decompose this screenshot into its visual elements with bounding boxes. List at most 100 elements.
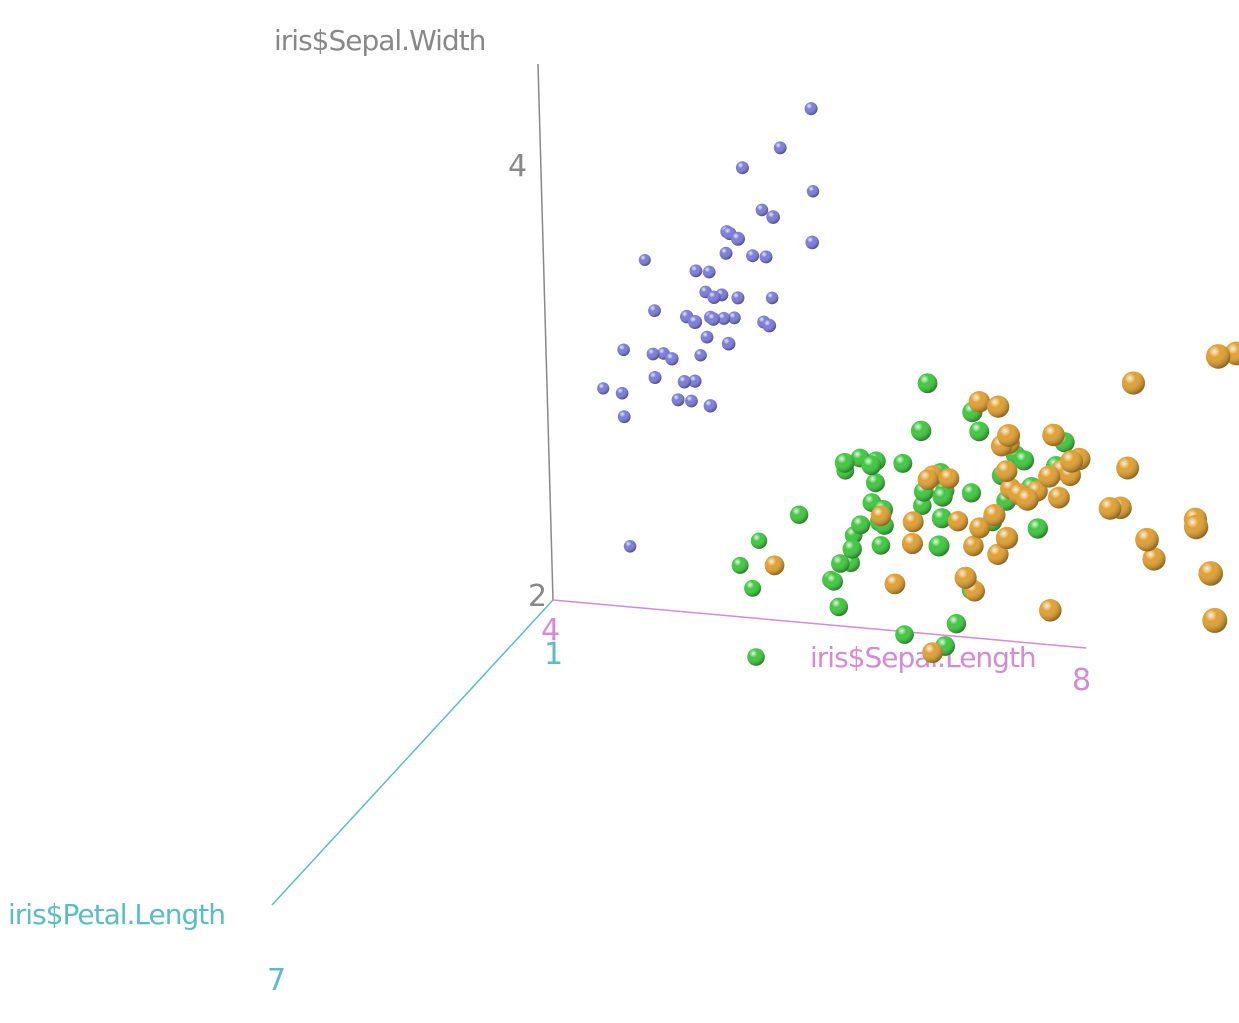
data-point [895, 625, 914, 644]
data-point [755, 203, 769, 217]
data-point [731, 556, 749, 574]
data-point [688, 374, 702, 388]
data-point [731, 291, 745, 305]
data-point [946, 614, 967, 634]
data-point [931, 508, 953, 529]
data-point [851, 515, 871, 535]
data-point [922, 642, 943, 663]
data-point [969, 421, 990, 442]
data-point [759, 250, 773, 264]
data-point [773, 141, 787, 155]
data-point [1205, 344, 1231, 369]
data-point [1142, 547, 1166, 571]
data-point [870, 505, 892, 527]
data-point [829, 597, 849, 617]
data-point [1183, 514, 1209, 540]
data-point [902, 511, 924, 533]
data-point [831, 554, 850, 573]
data-point [804, 102, 818, 116]
x-tick-8: 8 [1072, 663, 1091, 698]
data-point [1116, 456, 1140, 480]
data-point [789, 505, 809, 524]
data-point [997, 424, 1021, 447]
data-point [987, 543, 1009, 565]
data-point [1121, 371, 1145, 395]
data-point [947, 511, 969, 532]
data-point [995, 526, 1019, 550]
data-point [685, 394, 698, 408]
data-point [648, 371, 662, 384]
data-point [1098, 497, 1122, 520]
data-point [824, 572, 844, 591]
data-point [961, 483, 982, 503]
data-point [917, 469, 939, 491]
data-point [806, 185, 820, 198]
data-point [727, 311, 741, 325]
data-point [677, 375, 692, 389]
data-point [901, 533, 923, 554]
data-point [1198, 561, 1223, 586]
data-point [917, 373, 938, 394]
x-axis-line [552, 599, 1087, 649]
data-point [983, 503, 1006, 527]
data-point [1060, 450, 1083, 473]
data-point [871, 536, 891, 555]
y-tick-4: 4 [508, 149, 527, 184]
data-point [884, 573, 906, 595]
data-point [968, 391, 991, 413]
data-point [1042, 423, 1065, 447]
data-point [928, 535, 950, 557]
data-point [1027, 518, 1049, 539]
data-point [842, 539, 862, 559]
data-point [987, 395, 1010, 418]
data-point [648, 304, 661, 317]
data-point [1202, 607, 1228, 633]
data-point [702, 265, 716, 279]
data-point [1039, 599, 1062, 622]
data-point [694, 349, 707, 362]
data-point [963, 535, 984, 557]
data-point [1135, 527, 1159, 552]
data-point [689, 264, 703, 278]
data-point [744, 579, 762, 597]
data-point [646, 347, 660, 361]
y-tick-2: 2 [528, 579, 547, 614]
x-axis-title: iris$Sepal.Length [810, 641, 1036, 674]
data-point [1013, 450, 1035, 471]
data-point [617, 410, 631, 424]
data-point [893, 453, 913, 473]
data-point [638, 254, 651, 266]
data-point [766, 210, 780, 224]
data-point [1048, 486, 1070, 509]
data-point [717, 311, 731, 325]
data-point [703, 399, 717, 413]
data-point [719, 246, 733, 260]
data-point [617, 343, 630, 357]
z-tick-7: 7 [267, 963, 286, 998]
data-point [746, 249, 760, 263]
data-point [938, 468, 960, 489]
data-point [623, 540, 637, 553]
data-point [866, 473, 885, 493]
x-tick-4: 4 [541, 613, 560, 648]
data-point [805, 235, 819, 250]
data-point [764, 555, 785, 576]
data-point [1038, 465, 1061, 488]
data-point [995, 460, 1018, 482]
z-tick-1: 1 [544, 637, 563, 672]
data-point [721, 336, 736, 351]
data-point [969, 517, 991, 539]
data-point [762, 318, 777, 333]
data-point [747, 648, 765, 666]
data-point [954, 566, 977, 589]
data-point [707, 290, 721, 304]
data-point [834, 452, 855, 473]
z-axis-line [271, 599, 554, 906]
data-point [731, 231, 745, 246]
data-point [597, 382, 610, 395]
data-point [735, 161, 749, 175]
data-point [750, 532, 768, 549]
data-point [688, 315, 703, 329]
data-point [910, 420, 932, 441]
